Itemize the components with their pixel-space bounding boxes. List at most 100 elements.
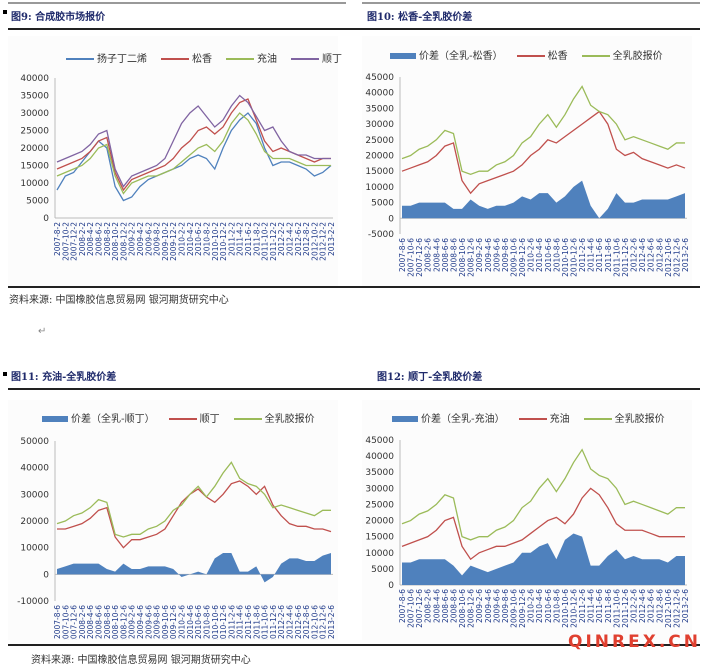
legend-label: 全乳胶报价 bbox=[612, 51, 663, 62]
chart-figure-9: 扬子丁二烯 松香 充油 顺丁 0 5000 10000 15000 20000 25000 3000… bbox=[8, 36, 342, 286]
x-tick-label: 2011-4-2 bbox=[236, 222, 245, 256]
x-tick-label: 2010-12-6 bbox=[570, 589, 579, 628]
x-tick-label: 2012-2-6 bbox=[630, 589, 639, 623]
y-tick-label: 20000 bbox=[365, 517, 394, 527]
x-tick-label: 2011-6-6 bbox=[595, 589, 604, 623]
x-tick-label: 2011-6-6 bbox=[595, 238, 604, 272]
x-tick-label: 2012-2-6 bbox=[630, 238, 639, 272]
y-tick-label: 25000 bbox=[365, 136, 394, 146]
x-tick-label: 2012-12-2 bbox=[319, 222, 328, 261]
y-tick-label: 50000 bbox=[20, 437, 49, 447]
y-tick-label: 30000 bbox=[365, 120, 394, 130]
x-tick-label: 2008-4-6 bbox=[432, 238, 441, 272]
x-tick-label: 2008-4-2 bbox=[86, 222, 95, 256]
chart-plot: -10000 0 10000 20000 30000 40000 50000 2007-8-6… bbox=[17, 437, 336, 640]
x-tick-label: 2009-6-6 bbox=[492, 589, 501, 623]
legend-swatch bbox=[518, 418, 547, 420]
x-tick-label: 2009-10-2 bbox=[161, 222, 170, 261]
x-tick-label: 2007-12-2 bbox=[70, 222, 79, 261]
legend-swatch bbox=[233, 418, 262, 420]
legend-item: 顺丁 bbox=[291, 50, 342, 65]
legend-item: 充油 bbox=[518, 410, 570, 425]
y-tick-label: 45000 bbox=[365, 436, 394, 446]
x-tick-label: 2008-12-2 bbox=[119, 222, 128, 261]
x-tick-label: 2009-4-6 bbox=[484, 589, 493, 623]
x-tick-label: 2009-4-6 bbox=[136, 605, 145, 639]
x-tick-label: 2011-12-6 bbox=[269, 605, 278, 640]
y-tick-label: 45000 bbox=[365, 73, 394, 83]
x-tick-label: 2008-12-6 bbox=[467, 238, 476, 277]
x-tick-label: 2009-10-6 bbox=[509, 589, 518, 628]
x-tick-label: 2010-8-6 bbox=[202, 605, 211, 639]
x-tick-label: 2009-4-6 bbox=[484, 238, 493, 272]
watermark-logo: QINREX.CN bbox=[568, 632, 701, 652]
x-tick-label: 2008-8-6 bbox=[103, 605, 112, 639]
x-tick-label: 2007-8-6 bbox=[53, 605, 62, 639]
x-tick-label: 2008-8-2 bbox=[103, 222, 112, 256]
legend-swatch bbox=[168, 418, 197, 420]
legend-label: 价差（全乳-松香） bbox=[419, 51, 503, 62]
x-tick-label: 2011-6-6 bbox=[244, 605, 253, 639]
chart-legend: 价差（全乳-顺丁） 顺丁 全乳胶报价 bbox=[42, 410, 315, 425]
legend-item: 价差（全乳-松香） bbox=[390, 47, 503, 62]
x-tick-label: 2012-6-6 bbox=[647, 589, 656, 623]
divider bbox=[8, 286, 700, 288]
legend-item: 顺丁 bbox=[168, 410, 220, 425]
x-tick-label: 2011-10-6 bbox=[612, 238, 621, 277]
x-tick-label: 2009-4-2 bbox=[136, 222, 145, 256]
x-tick-label: 2010-4-6 bbox=[535, 589, 544, 623]
figure-10-title: 图10: 松香-全乳胶价差 bbox=[367, 12, 473, 23]
legend-label: 全乳胶报价 bbox=[614, 414, 665, 425]
y-tick-label: 15000 bbox=[365, 167, 394, 177]
legend-swatch bbox=[390, 53, 416, 59]
x-tick-label: 2010-4-2 bbox=[186, 222, 195, 256]
legend-item: 松香 bbox=[516, 47, 568, 62]
legend-swatch bbox=[581, 55, 610, 57]
line-series-充油 bbox=[56, 112, 331, 195]
x-tick-label: 2009-8-6 bbox=[501, 238, 510, 272]
chart-figure-12: 价差（全乳-充油） 充油 全乳胶报价 0 5000 10000 15000 20000 2500… bbox=[362, 400, 692, 640]
x-tick-label: 2010-2-6 bbox=[527, 238, 536, 272]
figure-12-title: 图12: 顺丁-全乳胶价差 bbox=[377, 372, 483, 383]
chart-legend: 扬子丁二烯 松香 充油 顺丁 bbox=[66, 50, 342, 65]
y-tick-label: 35000 bbox=[365, 468, 394, 478]
area-series-价差（全乳-松香） bbox=[402, 180, 685, 219]
x-tick-label: 2009-12-6 bbox=[518, 238, 527, 277]
chart-legend: 价差（全乳-松香） 松香 全乳胶报价 bbox=[390, 47, 663, 62]
x-tick-label: 2008-2-6 bbox=[78, 605, 87, 639]
x-tick-label: 2007-10-2 bbox=[61, 222, 70, 261]
x-tick-label: 2009-8-2 bbox=[153, 222, 162, 256]
x-tick-label: 2010-12-6 bbox=[219, 605, 228, 640]
return-mark: ↵ bbox=[38, 326, 47, 337]
x-tick-label: 2010-2-2 bbox=[178, 222, 187, 256]
y-tick-label: 5000 bbox=[371, 565, 394, 575]
x-tick-label: 2013-2-6 bbox=[681, 589, 690, 623]
x-tick-label: 2009-12-6 bbox=[518, 589, 527, 628]
x-tick-label: 2011-12-6 bbox=[621, 238, 630, 277]
figure-9-title: 图9: 合成胶市场报价 bbox=[11, 12, 106, 23]
legend-label: 松香 bbox=[547, 51, 568, 62]
x-tick-label: 2012-10-6 bbox=[664, 589, 673, 628]
x-tick-label: 2012-4-2 bbox=[285, 222, 294, 256]
x-tick-label: 2012-4-6 bbox=[285, 605, 294, 639]
x-tick-label: 2009-6-6 bbox=[492, 238, 501, 272]
x-tick-label: 2012-6-6 bbox=[294, 605, 303, 639]
area-series-价差（全乳-顺丁） bbox=[57, 553, 331, 583]
x-tick-label: 2012-2-6 bbox=[277, 605, 286, 639]
legend-label: 扬子丁二烯 bbox=[97, 54, 147, 65]
x-tick-label: 2010-2-6 bbox=[527, 589, 536, 623]
x-tick-label: 2012-12-6 bbox=[672, 589, 681, 628]
line-series-顺丁 bbox=[57, 480, 332, 549]
y-tick-label: 15000 bbox=[20, 162, 49, 172]
y-tick-label: 30000 bbox=[20, 109, 49, 119]
line-series-松香 bbox=[56, 98, 331, 192]
x-tick-label: 2007-10-6 bbox=[407, 589, 416, 628]
x-tick-label: 2010-6-6 bbox=[544, 589, 553, 623]
x-tick-label: 2008-10-6 bbox=[458, 589, 467, 628]
y-tick-label: 0 bbox=[388, 581, 394, 591]
y-tick-label: 20000 bbox=[20, 517, 49, 527]
line-series-全乳胶报价 bbox=[56, 461, 331, 538]
line-series-松香 bbox=[401, 110, 686, 195]
legend-label: 松香 bbox=[192, 54, 212, 65]
legend-item: 全乳胶报价 bbox=[583, 410, 665, 425]
